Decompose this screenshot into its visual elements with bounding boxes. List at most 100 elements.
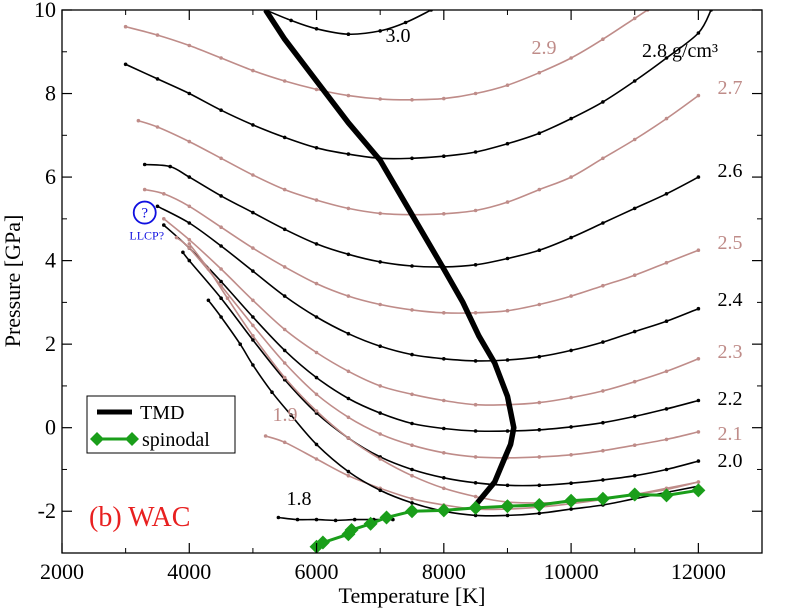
data-point (442, 357, 446, 361)
llcp-marker: ? LLCP? (129, 200, 164, 243)
data-point (410, 443, 414, 448)
data-point (251, 173, 255, 177)
data-point (664, 369, 669, 374)
data-point (155, 77, 160, 81)
data-point (473, 455, 478, 459)
data-point (219, 279, 223, 284)
spinodal-marker (468, 500, 483, 515)
data-point (410, 308, 414, 312)
isochore-label-12: 1.8 (287, 488, 312, 510)
data-point (314, 517, 319, 522)
data-point (601, 156, 605, 161)
isochore-line-2 (125, 10, 712, 160)
data-point (187, 258, 192, 263)
y-axis-title: Pressure [GPa] (0, 215, 25, 348)
data-point (442, 311, 446, 315)
x-tick-label: 10000 (544, 559, 599, 584)
data-point (569, 175, 573, 179)
data-point (473, 513, 478, 518)
data-point (410, 264, 414, 268)
data-point (664, 116, 669, 121)
data-point (696, 31, 701, 35)
data-point (537, 187, 542, 192)
data-point (410, 156, 414, 161)
data-point (282, 375, 287, 380)
data-point (251, 123, 255, 127)
data-point (632, 473, 637, 478)
tmd-layer (263, 10, 517, 507)
data-point (142, 187, 147, 192)
data-point (632, 206, 637, 211)
data-point (219, 296, 223, 301)
data-point (601, 340, 605, 344)
simulation-points (123, 10, 713, 523)
data-point (251, 68, 255, 73)
y-tick-label: 4 (45, 248, 56, 273)
legend-tmd-label: TMD (140, 402, 184, 424)
data-point (378, 211, 383, 216)
data-point (219, 267, 223, 271)
data-point (123, 62, 128, 67)
spinodal-marker (627, 487, 642, 502)
data-point (473, 150, 478, 154)
data-point (664, 467, 669, 472)
data-point (410, 392, 414, 397)
isochore-label-1: 2.9 (532, 37, 557, 59)
data-point (505, 256, 510, 261)
data-point (378, 302, 383, 307)
data-point (696, 248, 701, 252)
data-point (346, 206, 351, 211)
data-point (696, 93, 701, 98)
data-point (410, 421, 414, 426)
llcp-circle (132, 200, 157, 225)
data-point (537, 248, 542, 252)
data-point (569, 425, 573, 429)
data-point (410, 352, 414, 357)
data-point (314, 198, 319, 202)
data-point (442, 398, 446, 403)
data-point (314, 315, 319, 319)
spinodal-marker (436, 503, 451, 518)
isochore-line-7 (163, 218, 699, 406)
isochore-line-9 (175, 236, 699, 459)
data-point (569, 481, 573, 486)
data-point (187, 221, 192, 225)
data-point (314, 375, 319, 380)
data-point (263, 434, 268, 438)
data-point (206, 298, 211, 303)
legend-box (86, 395, 236, 454)
data-point (251, 315, 255, 319)
data-point (403, 20, 408, 25)
data-point (473, 429, 478, 433)
y-tick-label: 6 (45, 164, 56, 189)
isochore-label-2: 2.8 g/cm³ (642, 40, 718, 62)
isochore-label-9: 2.1 (718, 423, 743, 445)
data-point (537, 70, 542, 75)
data-point (537, 483, 542, 488)
data-point (346, 252, 351, 257)
data-point (537, 400, 542, 405)
spinodal-marker (500, 499, 515, 514)
data-point (251, 210, 255, 215)
data-point (314, 442, 319, 447)
data-point (569, 235, 573, 240)
data-point (162, 217, 166, 221)
legend-spinodal-marker-right (125, 432, 139, 446)
data-point (346, 369, 351, 374)
data-point (569, 395, 573, 400)
data-point (346, 294, 351, 298)
data-point (346, 415, 351, 420)
x-tick-label: 2000 (40, 559, 84, 584)
data-point (251, 338, 255, 342)
data-point (346, 469, 351, 474)
data-point (696, 306, 701, 311)
data-point (664, 56, 669, 60)
data-point (569, 56, 573, 60)
tmd-line (263, 10, 517, 507)
data-point (346, 436, 351, 440)
spinodal-marker (405, 504, 419, 519)
data-point (181, 250, 185, 255)
x-tick-label: 6000 (295, 559, 339, 584)
data-point (219, 156, 223, 161)
data-point (251, 246, 255, 250)
